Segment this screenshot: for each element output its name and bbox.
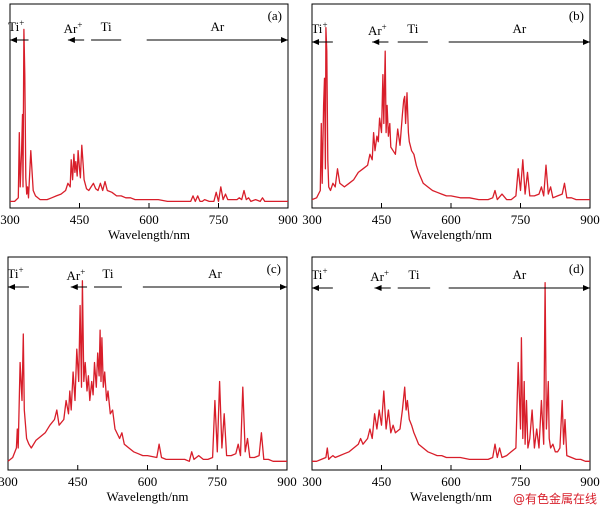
region-label: Ar+ [370, 268, 389, 284]
spectrum-line [10, 28, 288, 203]
x-axis-label: Wavelength/nm [107, 489, 189, 504]
arrowhead [281, 37, 288, 43]
spectrum-line [311, 26, 590, 201]
panel-a: 300 450 600 750 900 Wavelength/nm (a) Ti+ Ar+ Ti A… [0, 3, 298, 242]
arrowhead [10, 37, 17, 43]
x-tick-label: 900 [580, 474, 600, 489]
panel-b: 300 450 600 750 900 Wavelength/nm (b) Ti+ Ar+ Ti A… [302, 3, 600, 242]
x-tick-label: 450 [70, 212, 90, 227]
x-tick-label: 600 [139, 212, 159, 227]
region-marker: Ar [142, 266, 287, 290]
watermark-text: @有色金属在线 [513, 491, 597, 506]
x-tick-label: 300 [302, 212, 322, 227]
arrowhead [67, 37, 75, 43]
panel-letter: (d) [569, 261, 584, 276]
region-label: Ti [408, 267, 419, 282]
arrowhead [583, 285, 590, 291]
region-marker: Ar+ [370, 268, 391, 291]
region-label: Ar+ [368, 22, 387, 38]
panel-letter: (a) [268, 8, 282, 23]
region-marker: Ti [397, 267, 431, 289]
region-marker: Ti+ [8, 18, 29, 43]
region-marker: Ar+ [64, 20, 85, 43]
region-label: Ar [210, 19, 224, 34]
arrowhead [312, 285, 319, 291]
region-marker: Ar+ [67, 267, 88, 290]
arrowhead [280, 284, 287, 290]
x-tick-label: 300 [302, 474, 322, 489]
plot-frame [9, 3, 289, 209]
plot-frame [311, 3, 591, 209]
region-marker: Ti+ [311, 20, 333, 45]
arrowhead [70, 284, 78, 290]
spectrum-line [312, 282, 590, 462]
region-label: Ar [512, 267, 526, 282]
region-label: Ti [101, 19, 112, 34]
region-marker: Ar+ [368, 22, 389, 45]
region-label: Ti+ [311, 20, 327, 36]
arrowhead [372, 39, 380, 45]
region-marker: Ti+ [7, 265, 29, 290]
region-marker: Ti [397, 21, 428, 43]
x-tick-label: 450 [68, 474, 88, 489]
x-axis-label: Wavelength/nm [410, 489, 492, 504]
region-marker: Ar [448, 21, 590, 45]
region-marker: Ti [94, 266, 122, 288]
arrowhead [312, 39, 319, 45]
x-tick-label: 300 [0, 212, 20, 227]
x-tick-label: 300 [0, 474, 18, 489]
region-label: Ti [407, 21, 418, 36]
panel-letter: (b) [569, 8, 584, 23]
x-axis-label: Wavelength/nm [108, 227, 190, 242]
x-tick-label: 750 [511, 474, 531, 489]
panel-letter: (c) [267, 261, 281, 276]
region-label: Ar [512, 21, 526, 36]
x-tick-label: 450 [372, 474, 392, 489]
panel-c: 300 450 600 750 900 Wavelength/nm (c) Ti+ Ar+ Ti A… [0, 256, 297, 504]
region-label: Ti+ [8, 18, 24, 34]
x-tick-label: 900 [278, 212, 298, 227]
region-label: Ar+ [64, 20, 83, 36]
x-axis-label: Wavelength/nm [410, 227, 492, 242]
x-tick-label: 600 [441, 212, 461, 227]
x-tick-label: 900 [277, 474, 297, 489]
x-tick-label: 900 [580, 212, 600, 227]
panel-d: 300 450 600 750 900 Wavelength/nm (d) Ti+ Ar+ Ti A… [302, 256, 600, 504]
arrowhead [374, 285, 382, 291]
x-tick-label: 750 [511, 212, 531, 227]
x-tick-label: 750 [208, 474, 228, 489]
x-tick-label: 750 [209, 212, 229, 227]
x-tick-label: 450 [372, 212, 392, 227]
region-marker: Ar [448, 267, 590, 291]
region-marker: Ti [91, 19, 122, 41]
spectrum-line [7, 280, 287, 462]
x-tick-label: 600 [138, 474, 158, 489]
region-label: Ti+ [7, 265, 23, 281]
x-tick-label: 600 [441, 474, 461, 489]
plot-frame [311, 256, 591, 471]
arrowhead [583, 39, 590, 45]
region-marker: Ti+ [311, 266, 333, 291]
region-label: Ti [102, 266, 113, 281]
region-label: Ti+ [311, 266, 327, 282]
region-marker: Ar [146, 19, 288, 43]
arrowhead [8, 284, 15, 290]
region-label: Ar [208, 266, 222, 281]
